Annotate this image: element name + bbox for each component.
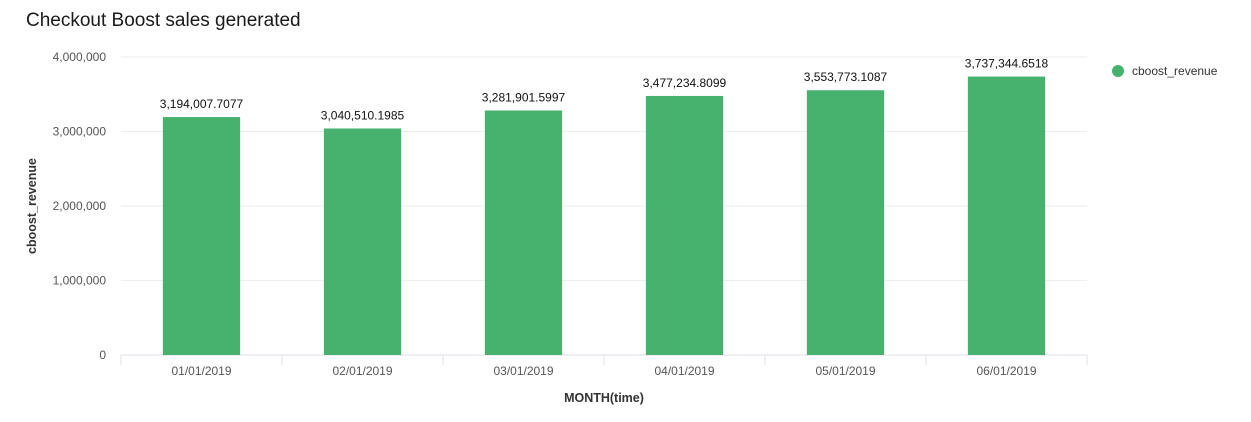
- y-axis-ticks: 0 1,000,000 2,000,000 3,000,000 4,000,000: [53, 50, 107, 362]
- y-tick-label: 1,000,000: [53, 274, 107, 288]
- y-axis-title: cboost_revenue: [25, 158, 39, 254]
- bars: [162, 76, 1046, 356]
- bar[interactable]: [162, 117, 241, 356]
- bar[interactable]: [323, 128, 402, 355]
- y-tick-label: 0: [99, 348, 106, 362]
- bar[interactable]: [484, 110, 563, 356]
- data-labels: 3,194,007.7077 3,040,510.1985 3,281,901.59…: [160, 57, 1049, 123]
- y-tick-label: 2,000,000: [53, 199, 107, 213]
- x-tick-label: 05/01/2019: [815, 364, 875, 378]
- bar[interactable]: [967, 76, 1046, 356]
- y-tick-label: 3,000,000: [53, 125, 107, 139]
- legend-label: cboost_revenue: [1132, 64, 1218, 78]
- bar[interactable]: [645, 95, 724, 355]
- data-label: 3,194,007.7077: [160, 97, 244, 111]
- x-axis-title: MONTH(time): [564, 391, 644, 405]
- y-tick-label: 4,000,000: [53, 50, 107, 64]
- data-label: 3,737,344.6518: [965, 57, 1049, 71]
- legend[interactable]: cboost_revenue: [1112, 64, 1217, 78]
- data-label: 3,281,901.5997: [482, 90, 566, 104]
- data-label: 3,040,510.1985: [321, 108, 405, 122]
- data-label: 3,553,773.1087: [804, 70, 888, 84]
- x-tick-label: 02/01/2019: [332, 364, 392, 378]
- x-tick-label: 06/01/2019: [976, 364, 1036, 378]
- x-axis-ticks: 01/01/2019 02/01/2019 03/01/2019 04/01/2019…: [120, 355, 1088, 378]
- x-tick-label: 04/01/2019: [654, 364, 714, 378]
- bar[interactable]: [806, 90, 885, 356]
- chart-title: Checkout Boost sales generated: [26, 10, 301, 31]
- x-tick-label: 01/01/2019: [171, 364, 231, 378]
- gridlines: [121, 56, 1087, 356]
- legend-marker: [1112, 65, 1124, 77]
- x-tick-label: 03/01/2019: [493, 364, 553, 378]
- data-label: 3,477,234.8099: [643, 76, 727, 90]
